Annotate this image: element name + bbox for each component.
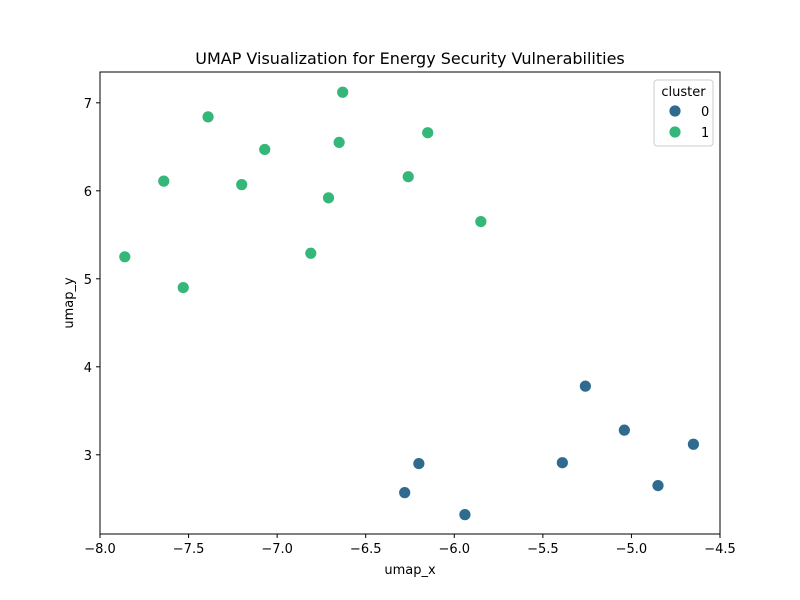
data-point-cluster-1 [336,85,350,99]
legend-entries: 01 [668,104,709,141]
x-tick-label: −7.5 [173,542,205,557]
data-point-cluster-1 [401,170,415,184]
y-tick-label: 6 [84,185,92,200]
legend-marker-1 [668,125,682,139]
data-point-cluster-0 [458,508,472,522]
data-point-cluster-1 [421,126,435,140]
data-point-cluster-1 [201,110,215,124]
y-axis-label: umap_y [62,277,77,329]
x-tick-label: −7.0 [261,542,293,557]
x-tick-label: −6.5 [350,542,382,557]
chart-title: UMAP Visualization for Energy Security V… [195,49,625,68]
data-point-cluster-1 [304,246,318,260]
data-point-cluster-0 [651,479,665,493]
plot-frame [99,71,721,535]
legend-title: cluster [661,85,706,100]
legend-box [653,79,714,147]
x-tick-label: −5.0 [616,542,648,557]
x-tick-label: −5.5 [527,542,559,557]
data-point-cluster-0 [412,457,426,471]
y-tick-label: 7 [84,97,92,112]
data-point-cluster-1 [235,178,249,192]
y-tick-label: 4 [84,361,92,376]
x-axis-label: umap_x [384,563,436,578]
data-point-cluster-1 [322,191,335,205]
legend-marker-0 [668,104,682,118]
legend: cluster 01 [653,79,714,147]
x-tick-label: −4.5 [704,542,736,557]
x-tick-label: −6.0 [438,542,470,557]
x-tick-label: −8.0 [84,542,116,557]
legend-label-1: 1 [701,126,709,141]
data-point-cluster-0 [398,486,412,500]
y-tick-label: 3 [84,449,92,464]
data-point-cluster-1 [474,215,488,229]
data-point-cluster-1 [157,174,171,188]
y-axis: 3 4 5 6 7 [84,97,100,464]
legend-label-0: 0 [701,105,709,120]
data-point-cluster-0 [555,456,569,470]
data-point-cluster-1 [332,135,346,149]
data-point-cluster-1 [258,143,272,156]
data-points [118,85,700,522]
data-point-cluster-0 [578,379,592,393]
y-tick-label: 5 [84,273,92,288]
data-point-cluster-1 [176,281,190,295]
data-point-cluster-0 [687,437,700,451]
x-axis: −8.0 −7.5 −7.0 −6.5 −6.0 −5.5 −5.0 −4.5 [84,534,736,557]
data-point-cluster-1 [118,250,132,264]
data-point-cluster-0 [617,423,631,437]
